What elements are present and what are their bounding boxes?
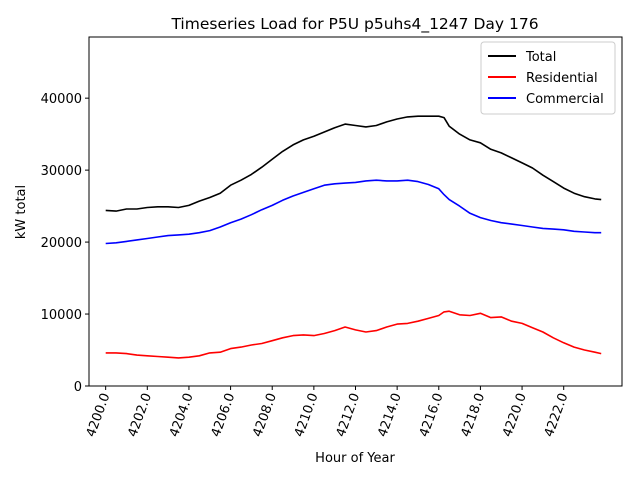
y-tick-label: 40000 <box>41 92 82 107</box>
series-line-commercial <box>105 179 602 245</box>
x-tick-label: 4216.0 <box>417 391 447 439</box>
y-tick-label: 20000 <box>41 236 82 251</box>
x-tick-label: 4208.0 <box>250 391 280 439</box>
legend-label-commercial: Commercial <box>526 92 604 107</box>
y-tick-label: 0 <box>74 380 82 395</box>
x-tick-label: 4220.0 <box>500 391 530 439</box>
series-line-residential <box>105 310 602 359</box>
chart-title: Timeseries Load for P5U p5uhs4_1247 Day … <box>170 15 538 34</box>
x-axis-title: Hour of Year <box>315 451 395 466</box>
series-layer <box>105 115 602 359</box>
y-tick-label: 30000 <box>41 164 82 179</box>
y-tick-label: 10000 <box>41 308 82 323</box>
x-tick-label: 4210.0 <box>292 391 322 439</box>
x-tick-label: 4202.0 <box>125 391 155 439</box>
axis-ticks: 0 10000 20000 30000 40000 4200.0 4202.0 4204.0 4… <box>41 92 572 439</box>
legend-label-total: Total <box>525 50 556 65</box>
legend-label-residential: Residential <box>526 71 598 86</box>
y-axis-title: kW total <box>14 185 29 239</box>
x-tick-label: 4218.0 <box>459 391 489 439</box>
legend: Total Residential Commercial <box>480 41 616 115</box>
legend-frame <box>480 41 616 115</box>
x-tick-label: 4206.0 <box>209 391 239 439</box>
x-tick-label: 4212.0 <box>334 391 364 439</box>
x-tick-label: 4204.0 <box>167 391 197 439</box>
x-tick-label: 4222.0 <box>542 391 572 439</box>
x-tick-label: 4200.0 <box>84 391 114 439</box>
x-tick-label: 4214.0 <box>375 391 405 439</box>
series-line-total <box>105 115 602 212</box>
